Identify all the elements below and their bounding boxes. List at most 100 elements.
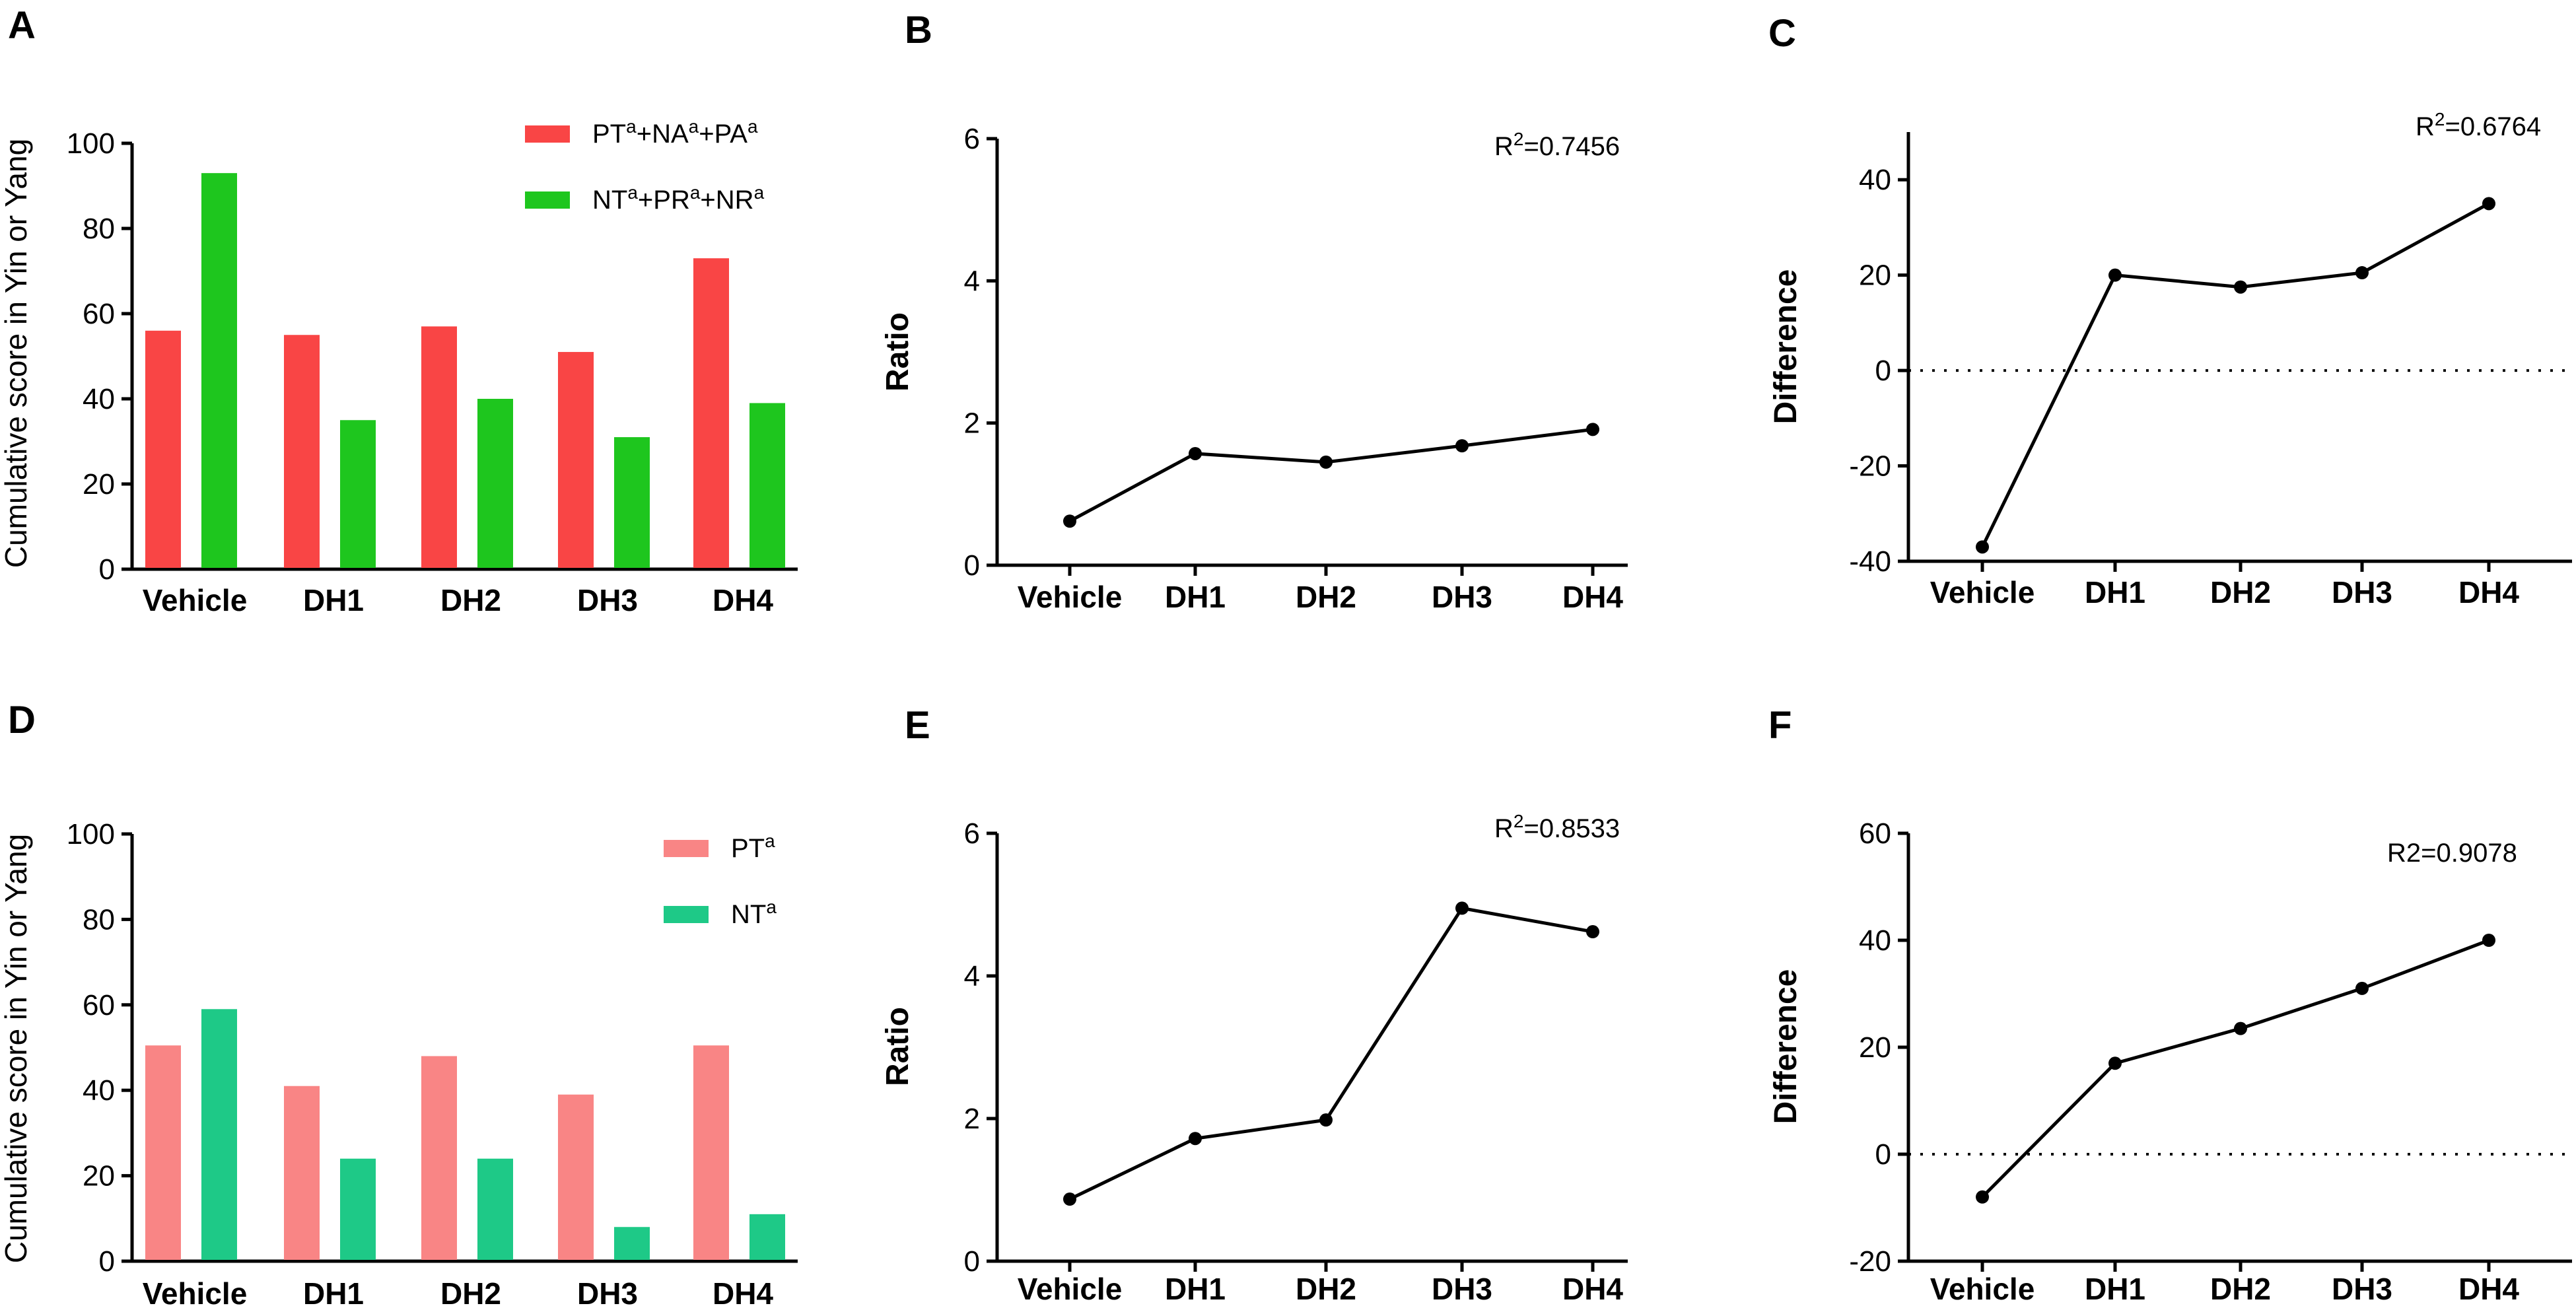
x-tick-label: DH4	[2458, 1272, 2519, 1306]
panel-letter: E	[905, 704, 930, 747]
bar	[558, 1094, 594, 1260]
x-tick-label: DH3	[577, 583, 638, 617]
legend-swatch	[664, 840, 709, 857]
r2-annotation: R2=0.9078	[2387, 839, 2517, 868]
bar	[145, 330, 181, 568]
panel-c: C Difference -40 -20 0 20 40 Vehicle DH1 DH2 DH3 DH…	[1768, 12, 2572, 609]
y-tick-label: 60	[1859, 817, 1891, 850]
y-tick-label: 4	[964, 265, 980, 297]
y-tick-label: 20	[1859, 259, 1891, 292]
data-point	[1319, 455, 1333, 469]
x-tick-label: DH4	[1562, 1272, 1623, 1306]
y-tick-label: -40	[1849, 545, 1891, 578]
r2-sup: 2	[2435, 109, 2445, 129]
y-axis-label: Difference	[1768, 269, 1803, 425]
legend-sup: a	[754, 182, 765, 203]
data-point	[1586, 423, 1599, 436]
data-point	[2482, 197, 2495, 211]
x-tick-label: DH2	[1296, 1272, 1356, 1306]
r2-sup: 2	[1514, 811, 1524, 831]
y-axis-label: Cumulative score in Yin or Yang	[0, 834, 33, 1263]
bar	[693, 258, 729, 568]
bar	[558, 352, 594, 568]
data-point	[2482, 934, 2495, 947]
x-tick-label: DH1	[1165, 1272, 1226, 1306]
panel-letter: C	[1768, 12, 1796, 55]
data-point	[1189, 1132, 1202, 1146]
data-point	[1319, 1113, 1333, 1127]
data-point	[1063, 514, 1076, 528]
x-tick-label: DH3	[1432, 580, 1492, 614]
x-tick-label: Vehicle	[1018, 580, 1123, 614]
x-tick-label: DH4	[713, 583, 773, 617]
data-point	[1455, 901, 1469, 915]
bar	[340, 420, 376, 568]
panel-letter: A	[8, 4, 36, 47]
y-tick-label: 2	[964, 1103, 980, 1135]
x-tick-label: DH2	[2210, 1272, 2271, 1306]
legend-part: PT	[731, 834, 765, 863]
legend-sup: a	[627, 182, 638, 203]
y-tick-label: 0	[964, 549, 980, 582]
legend-part: +PA	[699, 120, 748, 149]
x-tick-label: DH1	[1165, 580, 1226, 614]
y-axis-label: Difference	[1768, 969, 1803, 1124]
legend-label: PTa	[731, 831, 775, 864]
x-tick-label: DH3	[2332, 575, 2392, 609]
y-tick-label: 60	[83, 298, 115, 330]
x-tick-label: Vehicle	[143, 1276, 248, 1311]
y-tick-label: 6	[964, 817, 980, 850]
y-axis-label: Cumulative score in Yin or Yang	[0, 139, 33, 568]
panel-f: F Difference -20 0 20 40 60 Vehicle DH1 DH2 DH3 DH4…	[1768, 704, 2572, 1306]
data-point	[2108, 1056, 2122, 1070]
bar	[693, 1045, 729, 1260]
series-line	[1980, 202, 2490, 548]
panel-a: A Cumulative score in Yin or Yang 0 20 40 60 8…	[0, 4, 798, 617]
legend-sup: a	[626, 116, 637, 137]
panel-d: D Cumulative score in Yin or Yang 0 20 40 60 8…	[0, 699, 798, 1311]
legend-swatch	[664, 906, 709, 923]
r2-suffix: =0.8533	[1523, 814, 1620, 843]
x-tick-label: Vehicle	[1930, 1272, 2035, 1306]
x-tick-label: DH1	[2085, 575, 2145, 609]
data-point	[1189, 446, 1202, 460]
y-tick-label: 20	[83, 468, 115, 501]
x-tick-label: Vehicle	[1930, 575, 2035, 609]
y-tick-label: 40	[83, 1074, 115, 1107]
bar	[477, 399, 513, 568]
x-tick-label: DH3	[2332, 1272, 2392, 1306]
y-tick-label: 100	[67, 127, 115, 160]
x-tick-label: DH3	[1432, 1272, 1492, 1306]
r2-annotation: R2=0.6764	[2416, 109, 2541, 142]
legend-label: NTa+PRa+NRa	[592, 182, 765, 215]
legend-part: +NR	[700, 186, 753, 215]
y-tick-label: 20	[83, 1160, 115, 1193]
panel-letter: D	[8, 699, 36, 742]
x-tick-label: DH2	[440, 583, 501, 617]
y-tick-label: 40	[83, 383, 115, 415]
r2-sup: 2	[1514, 129, 1524, 149]
y-tick-label: 2	[964, 407, 980, 440]
x-tick-label: DH1	[2085, 1272, 2145, 1306]
y-tick-label: -20	[1849, 1245, 1891, 1278]
legend-swatch	[525, 125, 570, 143]
legend-part: NT	[731, 900, 766, 929]
x-tick-label: DH1	[303, 583, 364, 617]
y-tick-label: 100	[67, 818, 115, 850]
data-point	[1063, 1193, 1076, 1206]
r2-suffix: =0.6764	[2445, 112, 2541, 141]
r2-suffix: =0.7456	[1523, 132, 1620, 161]
bar	[145, 1045, 181, 1260]
x-tick-label: DH4	[713, 1276, 773, 1311]
bar	[614, 437, 650, 568]
panel-letter: F	[1768, 704, 1792, 747]
r2-prefix: R	[1494, 814, 1514, 843]
y-tick-label: 0	[1875, 355, 1891, 387]
x-tick-label: Vehicle	[1018, 1272, 1123, 1306]
legend-sup: a	[765, 831, 775, 851]
y-tick-label: 80	[83, 903, 115, 936]
bar	[284, 1086, 320, 1260]
legend-sup: a	[689, 116, 699, 137]
x-tick-label: DH2	[440, 1276, 501, 1311]
